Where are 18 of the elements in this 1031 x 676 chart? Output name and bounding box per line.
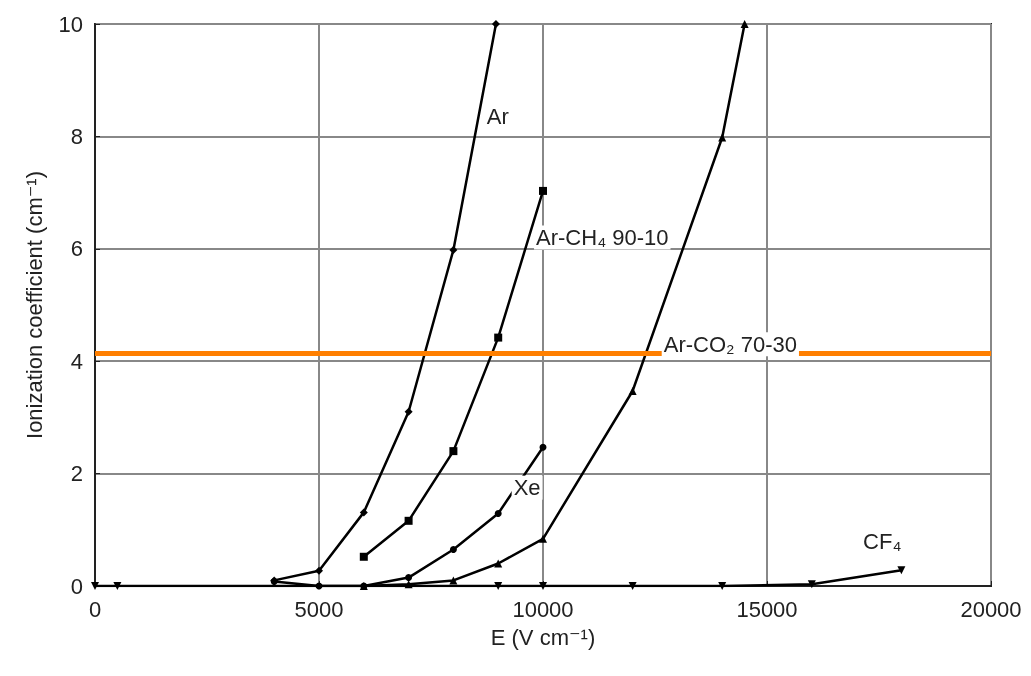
series-label: Ar bbox=[486, 104, 509, 130]
x-tick-label: 10000 bbox=[512, 596, 574, 622]
y-tick-label: 0 bbox=[70, 573, 83, 599]
y-tick-label: 10 bbox=[58, 11, 83, 37]
series-label: Xe bbox=[513, 475, 541, 501]
y-tick-label: 2 bbox=[70, 461, 83, 487]
x-axis-title: E (V cm⁻¹) bbox=[490, 624, 596, 650]
x-tick-label: 15000 bbox=[736, 596, 798, 622]
x-tick-label: 5000 bbox=[294, 596, 344, 622]
series-label: Ar-CO₂ 70-30 bbox=[663, 331, 797, 357]
y-tick-label: 4 bbox=[70, 348, 83, 374]
series-label: CF₄ bbox=[863, 528, 902, 554]
x-tick-label: 0 bbox=[88, 596, 102, 622]
series-label: Ar-CH₄ 90-10 bbox=[536, 225, 669, 251]
y-axis-title: Ionization coefficient (cm⁻¹) bbox=[21, 171, 47, 439]
y-tick-label: 6 bbox=[70, 236, 83, 262]
x-tick-label: 20000 bbox=[960, 596, 1022, 622]
y-tick-label: 8 bbox=[70, 123, 83, 149]
